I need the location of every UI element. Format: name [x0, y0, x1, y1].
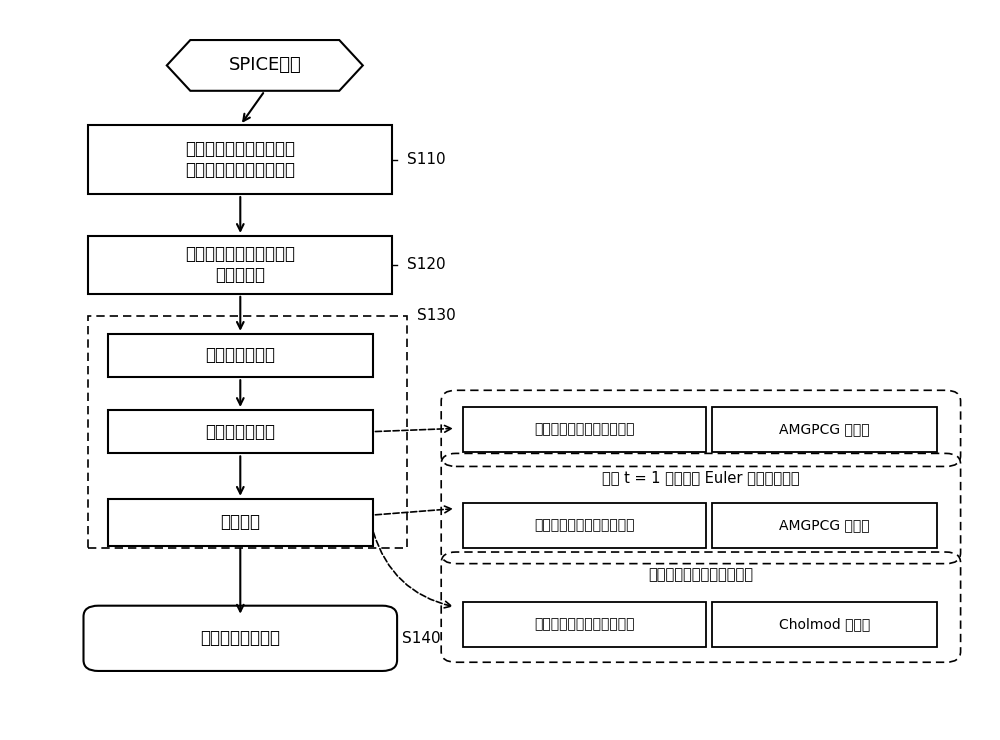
Text: 瞬态分析: 瞬态分析 [220, 514, 260, 531]
FancyBboxPatch shape [463, 407, 706, 452]
Text: 构建瞬态仿真矩阵及右端项: 构建瞬态仿真矩阵及右端项 [534, 618, 635, 631]
FancyBboxPatch shape [108, 499, 373, 546]
FancyBboxPatch shape [88, 125, 392, 194]
Text: 直流工作点分析: 直流工作点分析 [205, 423, 275, 440]
Text: AMGPCG 求解器: AMGPCG 求解器 [779, 423, 870, 437]
FancyBboxPatch shape [712, 502, 937, 548]
Text: 确定待分析的集成电路供
电网络的全参数模型信息: 确定待分析的集成电路供 电网络的全参数模型信息 [185, 141, 295, 179]
Text: S130: S130 [417, 308, 455, 323]
FancyBboxPatch shape [463, 602, 706, 647]
Text: 输出电路瞬态电压: 输出电路瞬态电压 [200, 629, 280, 648]
FancyBboxPatch shape [84, 605, 397, 671]
Text: S120: S120 [407, 258, 446, 272]
FancyBboxPatch shape [108, 410, 373, 454]
FancyBboxPatch shape [108, 334, 373, 377]
FancyBboxPatch shape [712, 602, 937, 647]
Text: 构建瞬态仿真矩阵及右端项: 构建瞬态仿真矩阵及右端项 [534, 518, 635, 532]
Text: 基于全参数模型建立供电
网络拓扑图: 基于全参数模型建立供电 网络拓扑图 [185, 246, 295, 284]
Text: 构建静态仿真矩阵及右端项: 构建静态仿真矩阵及右端项 [534, 423, 635, 437]
Text: 对于 t = 1 时刻进行 Euler 差分作为启动: 对于 t = 1 时刻进行 Euler 差分作为启动 [602, 470, 800, 485]
FancyBboxPatch shape [712, 407, 937, 452]
Text: S140: S140 [402, 630, 441, 646]
Text: 对于每个子电路: 对于每个子电路 [205, 346, 275, 365]
Text: SPICE网表: SPICE网表 [228, 56, 301, 75]
FancyBboxPatch shape [88, 236, 392, 294]
Text: 对于其他时刻进行梯形差分: 对于其他时刻进行梯形差分 [648, 567, 753, 582]
Text: S110: S110 [407, 152, 446, 167]
Text: Cholmod 求解器: Cholmod 求解器 [779, 618, 870, 631]
FancyBboxPatch shape [463, 502, 706, 548]
Text: AMGPCG 求解器: AMGPCG 求解器 [779, 518, 870, 532]
Polygon shape [167, 40, 363, 91]
